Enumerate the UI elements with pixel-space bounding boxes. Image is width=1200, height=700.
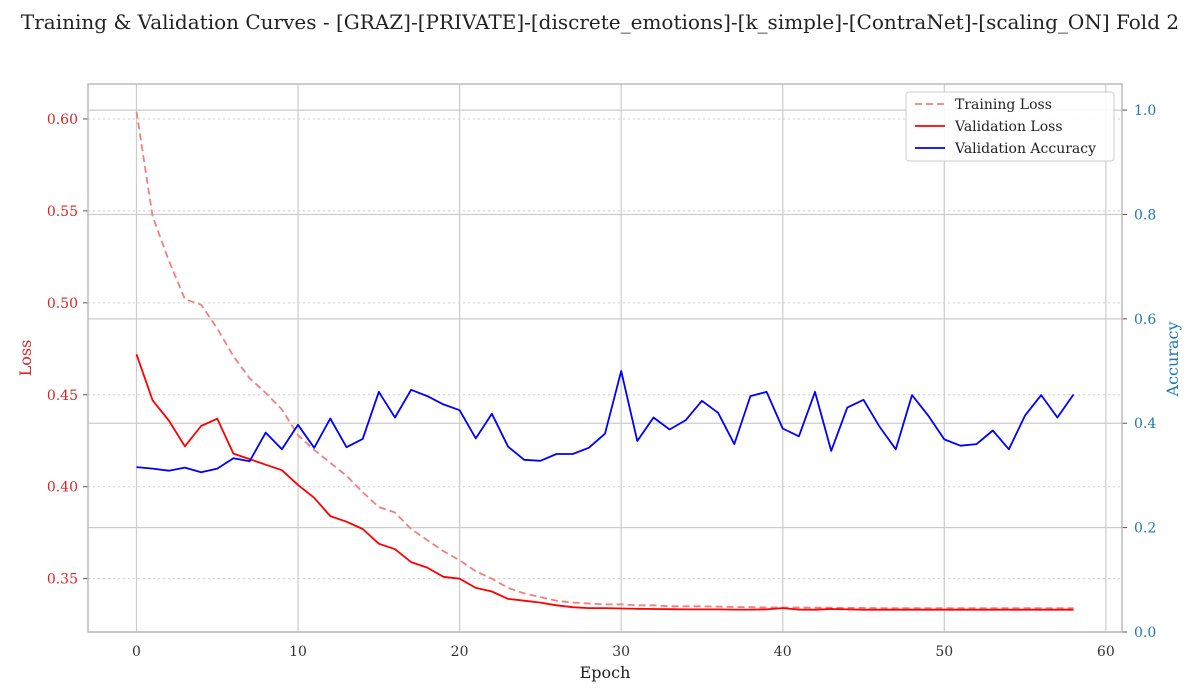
x-tick-label: 10 [289, 644, 307, 660]
x-tick-label: 40 [774, 644, 792, 660]
y-left-tick-label: 0.55 [47, 204, 78, 220]
legend: Training Loss Validation Loss Validation A… [905, 91, 1115, 162]
x-tick-label: 30 [612, 644, 630, 660]
legend-label: Validation Loss [954, 119, 1063, 135]
y-right-tick-label: 0.8 [1134, 207, 1156, 223]
legend-label: Training Loss [955, 97, 1052, 113]
series-layer [135, 111, 1075, 611]
x-tick-label: 60 [1097, 644, 1115, 660]
grid [83, 84, 1127, 633]
y-right-tick-label: 1.0 [1134, 103, 1156, 119]
x-tick-label: 50 [935, 644, 953, 660]
x-axis-label: Epoch [580, 663, 631, 682]
y-left-tick-label: 0.60 [47, 112, 78, 128]
y-left-tick-label: 0.50 [47, 296, 78, 312]
series-line-validation-accuracy [136, 370, 1075, 474]
chart-title: Training & Validation Curves - [GRAZ]-[P… [20, 10, 1180, 34]
y-right-tick-label: 0.6 [1134, 312, 1156, 328]
legend-box [905, 91, 1115, 162]
tick-labels: 0 10 20 30 40 50 60 0.35 0.40 0.45 0.50 0.55 0.60 0.0… [47, 103, 1157, 660]
y-axis-right-label: Accuracy [1163, 322, 1182, 398]
x-tick-label: 20 [451, 644, 469, 660]
y-right-tick-label: 0.4 [1134, 416, 1156, 432]
series-line-training-loss [135, 111, 1074, 609]
legend-label: Validation Accuracy [954, 141, 1096, 157]
y-right-tick-label: 0.0 [1134, 625, 1156, 641]
y-right-tick-label: 0.2 [1134, 521, 1156, 537]
y-left-tick-label: 0.45 [47, 388, 78, 404]
y-left-tick-label: 0.35 [47, 572, 78, 588]
x-tick-label: 0 [132, 644, 141, 660]
series-line-validation-loss [135, 354, 1074, 611]
plot-frame [87, 83, 1123, 633]
y-left-tick-label: 0.40 [47, 480, 78, 496]
y-axis-left-label: Loss [16, 340, 35, 377]
